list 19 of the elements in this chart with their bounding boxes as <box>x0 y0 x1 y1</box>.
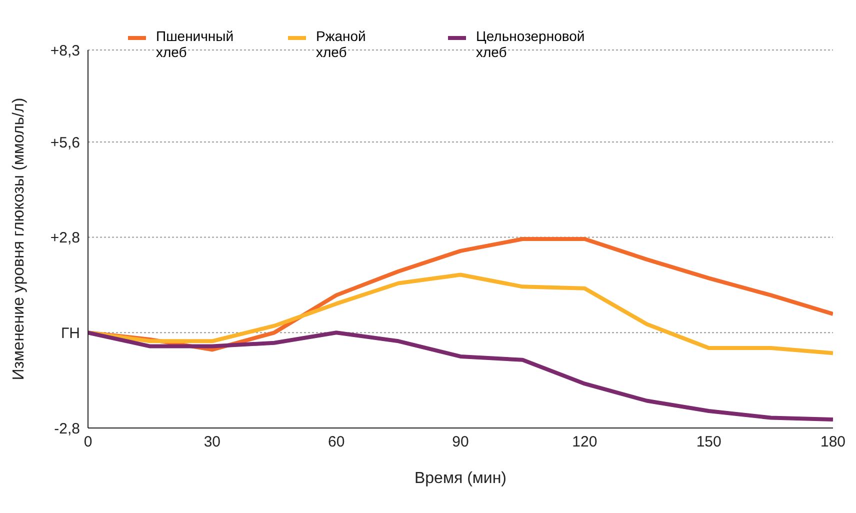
x-tick-label: 120 <box>572 434 598 451</box>
line-series <box>88 330 833 422</box>
x-tick-label: 90 <box>452 434 469 451</box>
x-tick-label: 30 <box>204 434 221 451</box>
x-axis-title: Время (мин) <box>414 470 507 487</box>
y-tick-label: +5,6 <box>50 134 80 152</box>
x-tick-label: 180 <box>820 434 846 451</box>
y-tick-label: +2,8 <box>50 230 80 247</box>
y-tick-label: -2,8 <box>54 420 80 438</box>
legend-label: Цельнозерновой хлеб <box>476 28 586 60</box>
x-tick-label: 60 <box>328 434 345 451</box>
y-tick-label: +8,3 <box>50 42 80 60</box>
x-tick-label: 150 <box>696 434 722 451</box>
y-tick-label: ГН <box>61 324 80 342</box>
legend-label: Ржаной хлеб <box>316 28 367 60</box>
x-tick-label: 0 <box>84 434 92 451</box>
line-series <box>88 272 833 356</box>
y-axis-title: Изменение уровня глюкозы (ммоль/л) <box>10 98 28 380</box>
legend-label: Пшеничный хлеб <box>156 28 235 60</box>
